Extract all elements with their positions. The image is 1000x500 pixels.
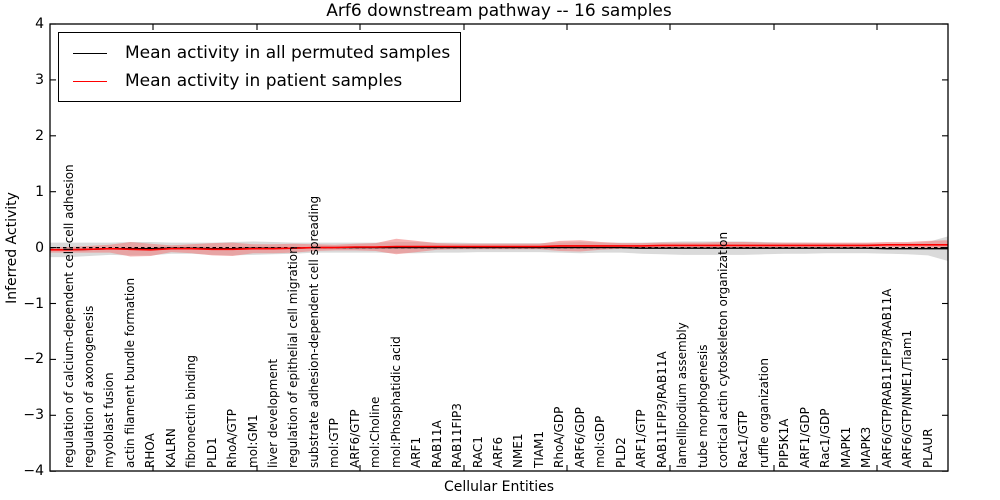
x-tick-label: ARF6/GTP/NME1/Tiam1 bbox=[900, 329, 915, 468]
x-tick-label: ARF6/GTP/RAB11FIP3/RAB11A bbox=[879, 288, 894, 468]
x-tick-label: Rac1/GDP bbox=[818, 408, 833, 468]
x-tick-label: tube morphogenesis bbox=[695, 344, 710, 468]
legend: Mean activity in all permuted samples Me… bbox=[58, 32, 462, 102]
y-tick-label: 0 bbox=[35, 239, 44, 256]
y-tick-label: −1 bbox=[23, 295, 44, 312]
legend-label-patient: Mean activity in patient samples bbox=[125, 71, 403, 91]
patient-mean-line bbox=[50, 244, 948, 251]
x-tick-label: liver development bbox=[266, 358, 281, 468]
x-tick-label: ARF6/GTP bbox=[347, 409, 362, 468]
y-tick-label: 4 bbox=[35, 16, 44, 32]
y-tick-label: −3 bbox=[23, 407, 44, 424]
y-tick-label: 3 bbox=[35, 71, 44, 88]
x-tick-label: lamellipodium assembly bbox=[675, 322, 690, 468]
x-tick-label: mol:GDP bbox=[593, 415, 608, 468]
x-tick-label: TIAM1 bbox=[531, 430, 546, 468]
x-tick-label: PLD1 bbox=[204, 437, 219, 468]
x-axis-label: Cellular Entities bbox=[443, 479, 555, 495]
x-tick-label: ARF1 bbox=[409, 436, 424, 468]
legend-label-permuted: Mean activity in all permuted samples bbox=[125, 43, 451, 63]
x-tick-label: RAB11FIP3/RAB11A bbox=[654, 351, 669, 468]
x-tick-label: RhoA/GTP bbox=[225, 409, 240, 468]
x-tick-label: cortical actin cytoskeleton organization bbox=[715, 231, 730, 468]
y-tick-label: −4 bbox=[23, 463, 44, 480]
x-tick-label: mol:GM1 bbox=[245, 414, 260, 468]
y-tick-label: 2 bbox=[35, 127, 44, 144]
x-tick-label: RAB11FIP3 bbox=[450, 403, 465, 468]
x-tick-label: ARF6/GDP bbox=[572, 407, 587, 468]
legend-entry-patient: Mean activity in patient samples bbox=[59, 67, 450, 95]
x-tick-label: regulation of axonogenesis bbox=[81, 305, 96, 468]
x-tick-label: RHOA bbox=[143, 433, 158, 468]
y-tick-label: 1 bbox=[35, 183, 44, 200]
x-tick-label: ARF6 bbox=[491, 436, 505, 468]
x-tick-label: MAPK1 bbox=[838, 426, 853, 468]
y-tick-label: −2 bbox=[23, 351, 44, 368]
x-tick-label: fibronectin binding bbox=[184, 355, 199, 468]
x-tick-label: RAC1 bbox=[470, 436, 485, 468]
x-tick-label: KALRN bbox=[163, 428, 178, 468]
x-tick-label: PLD2 bbox=[613, 437, 628, 468]
chart-title: Arf6 downstream pathway -- 16 samples bbox=[326, 1, 672, 21]
x-tick-label: substrate adhesion-dependent cell spread… bbox=[306, 195, 321, 468]
legend-entry-permuted: Mean activity in all permuted samples bbox=[59, 39, 450, 67]
x-tick-label: Rac1/GTP bbox=[736, 410, 751, 468]
x-tick-label: regulation of calcium-dependent cell-cel… bbox=[61, 164, 76, 468]
x-tick-label: regulation of epithelial cell migration bbox=[286, 246, 301, 468]
patient-line-swatch bbox=[73, 80, 107, 82]
x-tick-label: ARF1/GDP bbox=[797, 407, 812, 468]
x-tick-label: ruffle organization bbox=[756, 358, 771, 468]
x-tick-label: mol:GTP bbox=[327, 418, 342, 468]
x-tick-label: NME1 bbox=[511, 433, 526, 468]
x-tick-label: RAB11A bbox=[429, 420, 444, 468]
x-tick-label: MAPK3 bbox=[859, 426, 874, 468]
x-tick-label: PIP5K1A bbox=[777, 418, 792, 468]
x-tick-label: mol:Choline bbox=[368, 396, 383, 468]
x-tick-label: actin filament bundle formation bbox=[122, 277, 137, 468]
x-tick-label: RhoA/GDP bbox=[552, 406, 567, 468]
permuted-line-swatch bbox=[73, 52, 107, 54]
x-tick-label: ARF1/GTP bbox=[634, 409, 649, 468]
x-tick-label: myoblast fusion bbox=[102, 372, 117, 468]
x-tick-label: mol:Phosphatidic acid bbox=[388, 336, 403, 468]
x-tick-label: PLAUR bbox=[920, 428, 935, 468]
